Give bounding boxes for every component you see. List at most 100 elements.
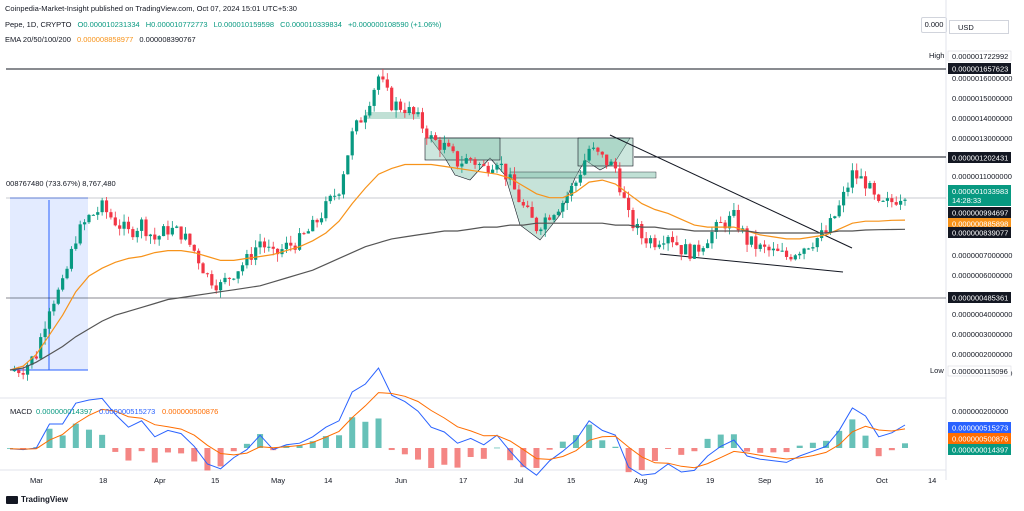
candle-body[interactable] bbox=[425, 128, 429, 139]
candle-body[interactable] bbox=[140, 219, 144, 231]
candle-body[interactable] bbox=[284, 242, 288, 250]
candle-body[interactable] bbox=[486, 165, 490, 173]
candle-body[interactable] bbox=[495, 165, 499, 170]
candle-body[interactable] bbox=[118, 225, 122, 229]
candle-body[interactable] bbox=[763, 244, 767, 247]
candle-body[interactable] bbox=[381, 76, 385, 80]
candle-body[interactable] bbox=[662, 243, 666, 245]
candle-body[interactable] bbox=[613, 161, 618, 169]
candle-body[interactable] bbox=[754, 236, 758, 249]
candle-body[interactable] bbox=[477, 164, 482, 166]
candle-body[interactable] bbox=[684, 244, 688, 255]
candle-body[interactable] bbox=[25, 364, 30, 375]
candle-body[interactable] bbox=[806, 248, 811, 250]
candle-body[interactable] bbox=[451, 146, 455, 152]
tradingview-logo[interactable]: TradingView bbox=[6, 495, 68, 504]
candle-body[interactable] bbox=[447, 142, 451, 147]
candle-body[interactable] bbox=[701, 248, 705, 252]
candle-body[interactable] bbox=[372, 89, 376, 106]
candle-body[interactable] bbox=[855, 170, 859, 179]
candle-body[interactable] bbox=[161, 226, 166, 237]
candle-body[interactable] bbox=[350, 131, 354, 156]
supply-zone[interactable] bbox=[366, 112, 420, 119]
candle-body[interactable] bbox=[723, 222, 727, 229]
candle-body[interactable] bbox=[333, 195, 337, 197]
candle-body[interactable] bbox=[306, 231, 310, 234]
candle-body[interactable] bbox=[52, 303, 56, 312]
candle-body[interactable] bbox=[337, 194, 341, 196]
candle-body[interactable] bbox=[56, 289, 60, 304]
candle-body[interactable] bbox=[403, 109, 407, 114]
candle-body[interactable] bbox=[232, 278, 236, 280]
candle-body[interactable] bbox=[771, 248, 775, 251]
candle-body[interactable] bbox=[517, 189, 521, 203]
candle-body[interactable] bbox=[868, 182, 872, 189]
candle-body[interactable] bbox=[736, 209, 740, 231]
candle-body[interactable] bbox=[271, 246, 275, 249]
candle-body[interactable] bbox=[192, 244, 196, 251]
candle-body[interactable] bbox=[205, 273, 210, 275]
neckline-zone[interactable] bbox=[509, 171, 657, 179]
candle-body[interactable] bbox=[258, 241, 262, 248]
candle-body[interactable] bbox=[385, 79, 389, 88]
candle-body[interactable] bbox=[131, 229, 135, 238]
candle-body[interactable] bbox=[236, 271, 240, 279]
candle-body[interactable] bbox=[837, 205, 841, 217]
candle-body[interactable] bbox=[17, 370, 21, 374]
candle-body[interactable] bbox=[460, 163, 464, 167]
candle-body[interactable] bbox=[65, 268, 69, 279]
candle-body[interactable] bbox=[644, 238, 648, 244]
candle-body[interactable] bbox=[820, 230, 824, 239]
candle-body[interactable] bbox=[398, 101, 403, 110]
candle-body[interactable] bbox=[719, 222, 723, 224]
ema50-line[interactable] bbox=[9, 163, 906, 371]
candle-body[interactable] bbox=[618, 168, 622, 193]
candle-body[interactable] bbox=[455, 151, 460, 167]
candle-body[interactable] bbox=[749, 236, 754, 245]
candle-body[interactable] bbox=[354, 120, 359, 132]
candle-body[interactable] bbox=[429, 135, 433, 139]
candle-body[interactable] bbox=[69, 248, 74, 269]
candle-body[interactable] bbox=[34, 356, 38, 359]
candle-body[interactable] bbox=[574, 182, 578, 186]
candle-body[interactable] bbox=[346, 155, 350, 175]
candle-body[interactable] bbox=[679, 245, 683, 255]
candle-body[interactable] bbox=[727, 215, 732, 229]
candle-body[interactable] bbox=[126, 221, 131, 230]
candle-body[interactable] bbox=[197, 250, 201, 264]
candle-body[interactable] bbox=[530, 207, 534, 218]
candle-body[interactable] bbox=[12, 370, 16, 372]
candle-body[interactable] bbox=[30, 356, 34, 365]
candle-body[interactable] bbox=[798, 253, 802, 256]
candle-body[interactable] bbox=[104, 200, 109, 213]
symbol-label[interactable]: Pepe, 1D, CRYPTO bbox=[5, 20, 72, 29]
candle-body[interactable] bbox=[109, 212, 113, 218]
candle-body[interactable] bbox=[390, 87, 394, 111]
candle-body[interactable] bbox=[767, 246, 771, 251]
candle-body[interactable] bbox=[600, 151, 604, 155]
candle-body[interactable] bbox=[811, 247, 815, 249]
candle-body[interactable] bbox=[376, 76, 381, 90]
candle-body[interactable] bbox=[214, 285, 218, 291]
candle-body[interactable] bbox=[780, 250, 784, 252]
candle-body[interactable] bbox=[850, 170, 854, 188]
candle-body[interactable] bbox=[802, 248, 806, 254]
candle-body[interactable] bbox=[144, 219, 148, 237]
candle-body[interactable] bbox=[245, 254, 249, 266]
candle-body[interactable] bbox=[341, 174, 346, 195]
candle-body[interactable] bbox=[745, 228, 749, 245]
candle-body[interactable] bbox=[885, 198, 890, 201]
candle-body[interactable] bbox=[433, 135, 438, 140]
candle-body[interactable] bbox=[87, 214, 91, 223]
candle-body[interactable] bbox=[622, 192, 626, 198]
candle-body[interactable] bbox=[688, 244, 692, 259]
candle-body[interactable] bbox=[170, 227, 174, 235]
candle-body[interactable] bbox=[315, 219, 319, 223]
candle-body[interactable] bbox=[846, 187, 850, 192]
candle-body[interactable] bbox=[583, 160, 587, 175]
candle-body[interactable] bbox=[609, 161, 613, 166]
candle-body[interactable] bbox=[631, 210, 635, 229]
candle-body[interactable] bbox=[881, 200, 885, 202]
candle-body[interactable] bbox=[499, 163, 503, 166]
